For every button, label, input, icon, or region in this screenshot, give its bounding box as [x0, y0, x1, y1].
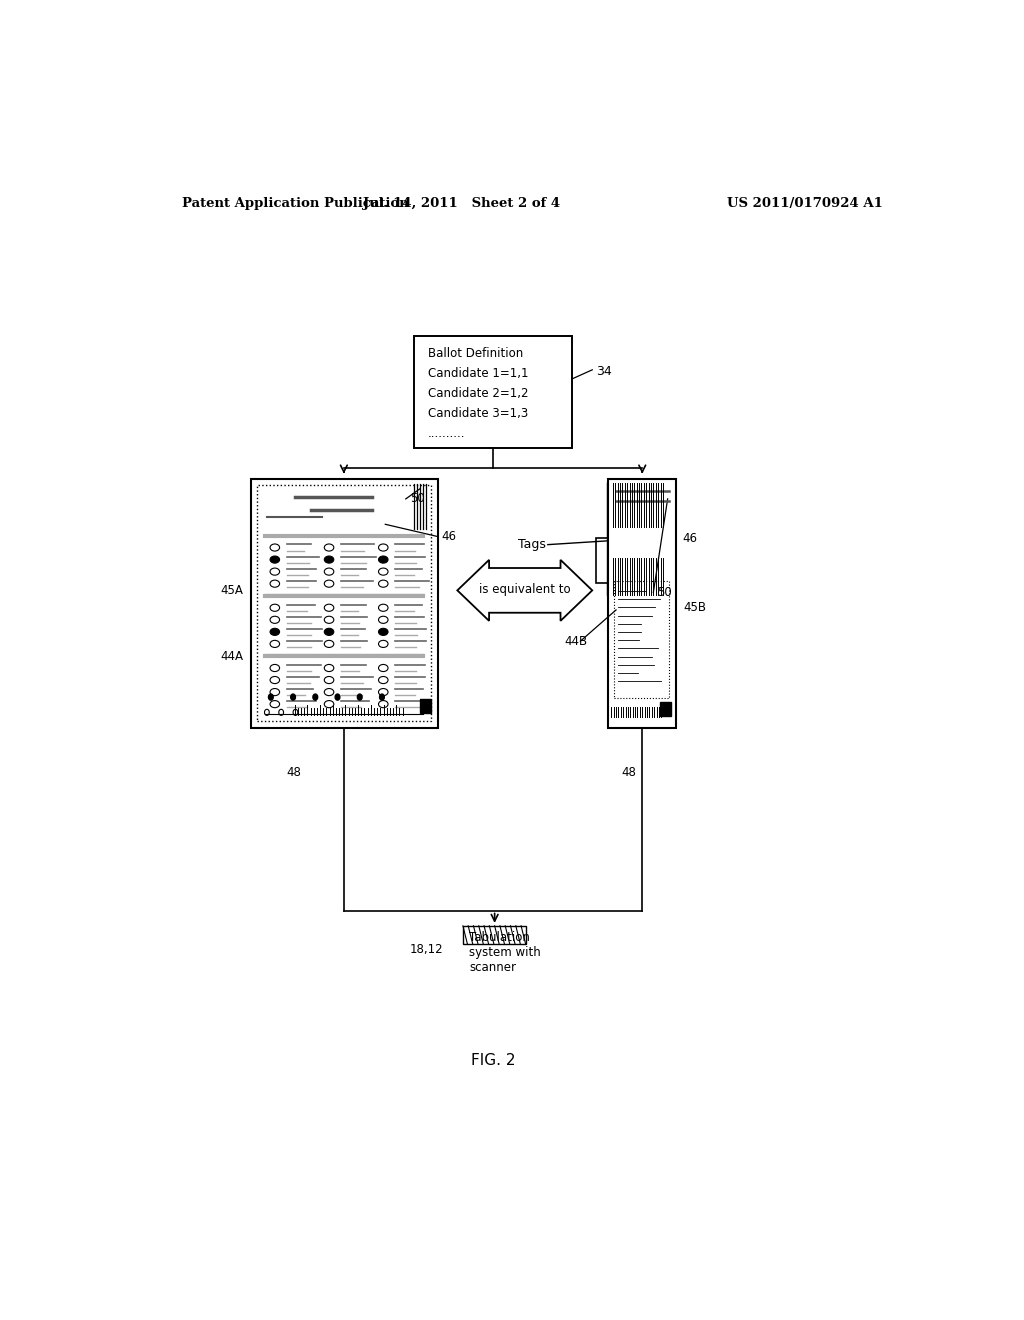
Text: Ballot Definition: Ballot Definition [428, 347, 523, 360]
Text: 48: 48 [622, 766, 637, 779]
Text: 34: 34 [596, 366, 612, 379]
Text: 50: 50 [657, 586, 672, 599]
Circle shape [291, 694, 296, 700]
Text: 44B: 44B [564, 635, 588, 648]
Circle shape [335, 694, 340, 700]
Text: 46: 46 [682, 532, 697, 545]
Bar [463, 925, 526, 944]
Ellipse shape [379, 628, 388, 635]
Text: 45A: 45A [220, 583, 243, 597]
Text: 50: 50 [410, 492, 425, 506]
Bar [614, 581, 670, 698]
Circle shape [313, 694, 317, 700]
Ellipse shape [379, 556, 388, 564]
Text: 44A: 44A [220, 649, 243, 663]
Circle shape [380, 694, 384, 700]
Circle shape [268, 694, 273, 700]
Text: ..........: .......... [428, 426, 466, 440]
Ellipse shape [270, 628, 280, 635]
Polygon shape [458, 560, 592, 620]
Bar [608, 479, 676, 727]
Bar [659, 702, 671, 717]
Text: Candidate 2=1,2: Candidate 2=1,2 [428, 387, 528, 400]
Text: Candidate 3=1,3: Candidate 3=1,3 [428, 407, 528, 420]
Text: is equivalent to: is equivalent to [479, 583, 570, 595]
Text: FIG. 2: FIG. 2 [471, 1053, 515, 1068]
Text: 46: 46 [441, 531, 457, 543]
Ellipse shape [325, 556, 334, 564]
Ellipse shape [270, 556, 280, 564]
Text: 45B: 45B [684, 601, 707, 614]
Bar [257, 484, 431, 722]
Text: 48: 48 [287, 766, 302, 779]
Text: 18,12: 18,12 [410, 942, 443, 956]
Circle shape [357, 694, 362, 700]
Bar [414, 337, 572, 447]
Text: US 2011/0170924 A1: US 2011/0170924 A1 [727, 197, 883, 210]
Text: Candidate 1=1,1: Candidate 1=1,1 [428, 367, 528, 380]
Text: Tabulation
system with
scanner: Tabulation system with scanner [469, 931, 541, 974]
Bar [251, 479, 437, 727]
Text: Tags: Tags [518, 539, 546, 552]
Text: Patent Application Publication: Patent Application Publication [182, 197, 409, 210]
Text: Jul. 14, 2011   Sheet 2 of 4: Jul. 14, 2011 Sheet 2 of 4 [362, 197, 560, 210]
Ellipse shape [325, 628, 334, 635]
Bar [420, 700, 431, 713]
Bar [596, 539, 608, 583]
